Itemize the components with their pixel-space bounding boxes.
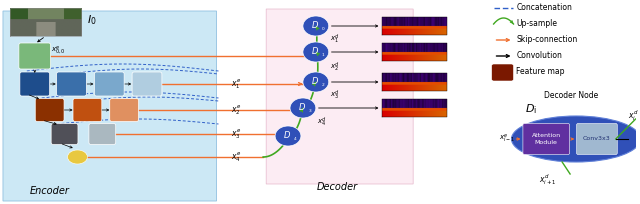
Text: $x^e_3$: $x^e_3$ [232, 127, 241, 141]
Text: $x^d_2$: $x^d_2$ [330, 60, 339, 74]
FancyBboxPatch shape [73, 99, 102, 122]
Ellipse shape [275, 126, 301, 146]
FancyBboxPatch shape [132, 72, 162, 96]
Text: $x^e_{0,0}$: $x^e_{0,0}$ [51, 44, 65, 56]
Text: $x^d_1$: $x^d_1$ [330, 32, 339, 46]
Text: Conv3x3: Conv3x3 [583, 136, 611, 142]
Text: $x^e_4$: $x^e_4$ [232, 150, 241, 164]
Text: Decoder: Decoder [317, 182, 358, 192]
Ellipse shape [511, 116, 640, 162]
Text: $D_\mathrm{i}$: $D_\mathrm{i}$ [525, 102, 538, 116]
Ellipse shape [68, 150, 88, 164]
Ellipse shape [303, 72, 329, 92]
FancyBboxPatch shape [109, 99, 138, 122]
FancyBboxPatch shape [35, 99, 64, 122]
FancyBboxPatch shape [523, 123, 570, 154]
FancyBboxPatch shape [19, 43, 51, 69]
Text: Up-sample: Up-sample [516, 20, 557, 29]
Text: $D$: $D$ [311, 74, 319, 85]
Text: $D$: $D$ [298, 101, 306, 112]
Text: Attention
Module: Attention Module [532, 133, 561, 145]
Text: $_3$: $_3$ [308, 107, 312, 115]
FancyBboxPatch shape [266, 9, 413, 184]
Text: Feature map: Feature map [516, 68, 565, 76]
Text: $x^e_2$: $x^e_2$ [232, 103, 241, 117]
Text: $I_0$: $I_0$ [88, 14, 97, 28]
FancyBboxPatch shape [89, 123, 116, 144]
Text: $x^e_{i-1}$: $x^e_{i-1}$ [499, 133, 515, 145]
FancyBboxPatch shape [56, 72, 86, 96]
Text: Concatenation: Concatenation [516, 3, 572, 12]
Text: $D$: $D$ [283, 129, 291, 140]
Text: $D$: $D$ [311, 44, 319, 55]
FancyBboxPatch shape [94, 72, 124, 96]
FancyBboxPatch shape [20, 72, 50, 96]
FancyBboxPatch shape [577, 123, 617, 154]
Ellipse shape [290, 98, 316, 118]
Text: $x^d_i$: $x^d_i$ [628, 109, 638, 123]
Text: $_2$: $_2$ [321, 81, 325, 89]
Text: $x^e_1$: $x^e_1$ [232, 77, 241, 91]
Text: $x^d_4$: $x^d_4$ [317, 115, 326, 129]
Text: $_0$: $_0$ [321, 26, 325, 33]
Text: Encoder: Encoder [29, 186, 70, 196]
Ellipse shape [303, 16, 329, 36]
FancyBboxPatch shape [3, 11, 216, 201]
FancyBboxPatch shape [51, 123, 78, 144]
Text: $_1$: $_1$ [321, 51, 325, 59]
Text: Convolution: Convolution [516, 51, 563, 61]
Text: Decoder Node: Decoder Node [544, 92, 598, 101]
Text: $_4$: $_4$ [292, 135, 297, 143]
Text: Skip-connection: Skip-connection [516, 35, 578, 44]
Ellipse shape [303, 42, 329, 62]
FancyBboxPatch shape [492, 64, 513, 81]
Text: $x^d_3$: $x^d_3$ [330, 88, 339, 102]
Text: $x^d_{i+1}$: $x^d_{i+1}$ [540, 173, 557, 187]
Text: $D$: $D$ [311, 19, 319, 30]
